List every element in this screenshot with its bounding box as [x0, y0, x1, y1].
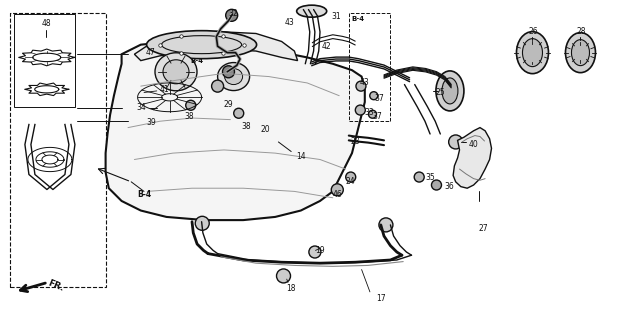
Circle shape [234, 108, 244, 118]
Ellipse shape [566, 33, 595, 73]
Text: 28: 28 [577, 27, 586, 36]
Ellipse shape [297, 5, 326, 17]
Circle shape [369, 110, 376, 118]
Text: 25: 25 [435, 88, 445, 97]
Text: 47: 47 [145, 48, 156, 57]
Circle shape [431, 180, 442, 190]
Circle shape [131, 119, 137, 126]
Text: 19: 19 [315, 246, 325, 255]
Circle shape [226, 9, 237, 21]
Ellipse shape [572, 40, 589, 66]
Circle shape [379, 218, 393, 232]
Text: B-4: B-4 [352, 16, 365, 22]
Circle shape [276, 269, 291, 283]
Text: 35: 35 [425, 173, 435, 182]
Ellipse shape [155, 53, 197, 91]
Ellipse shape [225, 69, 243, 85]
Text: 31: 31 [331, 12, 341, 21]
Circle shape [163, 90, 177, 104]
Circle shape [223, 66, 234, 78]
Circle shape [332, 184, 343, 196]
Circle shape [212, 80, 223, 92]
Circle shape [414, 172, 424, 182]
Polygon shape [453, 128, 492, 188]
Circle shape [346, 172, 356, 182]
Ellipse shape [163, 60, 189, 84]
Bar [14, 14, 75, 107]
Ellipse shape [147, 31, 257, 59]
Ellipse shape [442, 78, 458, 104]
Text: 37: 37 [372, 112, 383, 121]
Text: 43: 43 [284, 19, 294, 27]
Ellipse shape [436, 71, 464, 111]
Text: 29: 29 [223, 100, 233, 109]
Text: B-4: B-4 [137, 190, 151, 199]
Text: 23: 23 [350, 137, 360, 146]
Text: 46: 46 [332, 190, 342, 199]
Text: 41: 41 [159, 85, 170, 94]
Polygon shape [134, 32, 298, 61]
Circle shape [355, 105, 365, 115]
Text: 36: 36 [444, 182, 454, 191]
Text: 40: 40 [468, 140, 479, 149]
Text: 24: 24 [346, 177, 356, 186]
Text: 18: 18 [287, 284, 296, 293]
Text: 34: 34 [136, 103, 146, 112]
Text: 26: 26 [528, 27, 538, 36]
Text: FR.: FR. [46, 278, 65, 293]
Text: 33: 33 [364, 108, 374, 117]
Text: 27: 27 [478, 224, 488, 233]
Circle shape [186, 100, 196, 110]
Text: 32: 32 [228, 9, 239, 18]
Text: 39: 39 [147, 118, 157, 127]
Circle shape [370, 92, 378, 100]
Ellipse shape [130, 78, 210, 116]
Polygon shape [106, 41, 365, 220]
Text: 38: 38 [241, 122, 252, 130]
Text: 43: 43 [360, 78, 370, 87]
Ellipse shape [522, 39, 543, 67]
Text: 37: 37 [374, 94, 385, 103]
Text: 20: 20 [260, 125, 271, 134]
Text: 42: 42 [321, 42, 332, 51]
Circle shape [195, 216, 209, 230]
Ellipse shape [516, 32, 548, 74]
Text: 14: 14 [296, 152, 306, 161]
Text: 48: 48 [41, 19, 51, 28]
Text: 17: 17 [376, 294, 386, 303]
Ellipse shape [218, 63, 250, 91]
Circle shape [132, 90, 140, 98]
Text: 38: 38 [184, 112, 194, 121]
Bar [10, 13, 106, 287]
Circle shape [309, 246, 321, 258]
Circle shape [449, 135, 463, 149]
Text: B-4: B-4 [190, 58, 203, 63]
Circle shape [356, 81, 366, 91]
